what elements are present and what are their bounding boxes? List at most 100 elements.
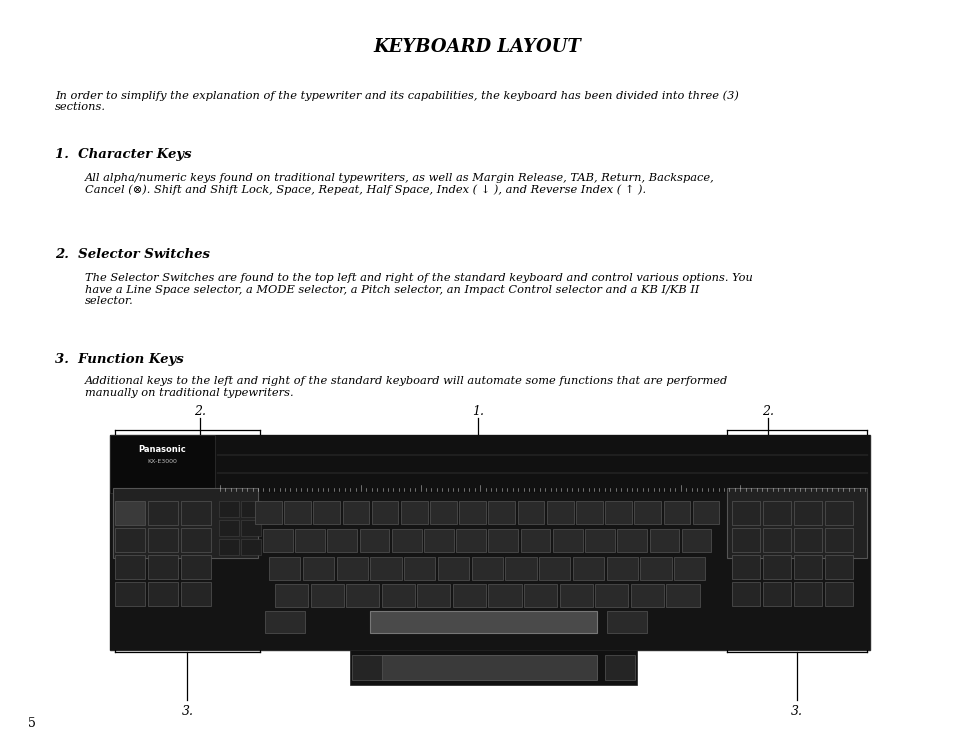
Bar — [284, 501, 311, 524]
Bar — [553, 529, 582, 552]
Bar — [824, 528, 852, 552]
Text: 3.  Function Keys: 3. Function Keys — [55, 353, 184, 366]
Text: The Selector Switches are found to the top left and right of the standard keyboa: The Selector Switches are found to the t… — [85, 273, 752, 306]
Text: 2.  Selector Switches: 2. Selector Switches — [55, 248, 210, 261]
Bar — [392, 529, 421, 552]
Bar — [241, 539, 261, 555]
Bar — [241, 501, 261, 517]
Bar — [372, 501, 398, 524]
Bar — [424, 529, 454, 552]
Bar — [269, 557, 300, 580]
Bar — [520, 529, 550, 552]
Bar — [630, 584, 663, 607]
Bar — [311, 584, 343, 607]
Bar — [181, 582, 211, 606]
Bar — [471, 557, 502, 580]
Text: Additional keys to the left and right of the standard keyboard will automate som: Additional keys to the left and right of… — [85, 376, 727, 398]
Bar — [370, 611, 597, 633]
Bar — [793, 582, 821, 606]
Bar — [110, 493, 869, 650]
Bar — [573, 557, 603, 580]
Bar — [731, 582, 760, 606]
Text: 2.: 2. — [761, 405, 773, 418]
Bar — [762, 501, 790, 525]
Bar — [254, 501, 281, 524]
Bar — [416, 584, 450, 607]
Bar — [181, 555, 211, 579]
Bar — [327, 529, 356, 552]
Bar — [824, 582, 852, 606]
Bar — [634, 501, 660, 524]
Bar — [148, 582, 178, 606]
Bar — [731, 501, 760, 525]
Bar — [639, 557, 671, 580]
Bar — [606, 611, 646, 633]
Bar — [731, 555, 760, 579]
Bar — [181, 501, 211, 525]
Bar — [265, 611, 305, 633]
Text: All alpha/numeric keys found on traditional typewriters, as well as Margin Relea: All alpha/numeric keys found on traditio… — [85, 173, 714, 195]
Bar — [219, 520, 239, 536]
Bar — [692, 501, 719, 524]
Bar — [219, 539, 239, 555]
Text: 1.  Character Keys: 1. Character Keys — [55, 148, 192, 161]
Text: KEYBOARD LAYOUT: KEYBOARD LAYOUT — [373, 38, 580, 56]
Bar — [538, 557, 570, 580]
Bar — [400, 501, 427, 524]
Bar — [381, 584, 415, 607]
Bar — [576, 501, 602, 524]
Bar — [294, 529, 325, 552]
Text: 2.: 2. — [193, 405, 206, 418]
Bar — [148, 501, 178, 525]
Bar — [488, 584, 521, 607]
Text: 5: 5 — [28, 717, 36, 730]
Bar — [546, 501, 573, 524]
Bar — [604, 655, 635, 680]
Bar — [517, 501, 544, 524]
Bar — [148, 528, 178, 552]
Bar — [350, 650, 637, 685]
Bar — [488, 501, 515, 524]
Bar — [649, 529, 679, 552]
Text: 3.: 3. — [790, 705, 802, 718]
Bar — [584, 529, 615, 552]
Bar — [346, 584, 379, 607]
Bar — [115, 501, 145, 525]
Bar — [793, 555, 821, 579]
Bar — [793, 501, 821, 525]
Bar — [458, 501, 485, 524]
Bar — [274, 584, 308, 607]
Bar — [793, 528, 821, 552]
Bar — [453, 584, 485, 607]
Bar — [313, 501, 339, 524]
Bar — [437, 557, 469, 580]
Bar — [115, 582, 145, 606]
Bar — [523, 584, 557, 607]
Bar — [824, 501, 852, 525]
Bar — [617, 529, 646, 552]
Bar — [456, 529, 485, 552]
Bar — [726, 488, 866, 558]
Bar — [352, 655, 381, 680]
Text: 1.: 1. — [472, 405, 483, 418]
Bar — [359, 529, 389, 552]
Bar — [110, 435, 869, 650]
Bar — [824, 555, 852, 579]
Bar — [148, 555, 178, 579]
Bar — [731, 528, 760, 552]
Bar — [241, 520, 261, 536]
Bar — [606, 557, 638, 580]
Bar — [370, 655, 597, 680]
Bar — [263, 529, 293, 552]
Bar — [762, 528, 790, 552]
Bar — [762, 582, 790, 606]
Bar — [681, 529, 711, 552]
Text: Panasonic: Panasonic — [138, 444, 186, 453]
Text: KX-E3000: KX-E3000 — [147, 459, 176, 464]
Bar — [666, 584, 699, 607]
Bar — [762, 555, 790, 579]
Bar — [115, 528, 145, 552]
Bar — [595, 584, 628, 607]
Bar — [604, 501, 631, 524]
Bar — [219, 501, 239, 517]
